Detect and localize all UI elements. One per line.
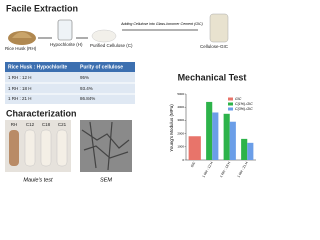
table-cell: 1 RH : 12 H — [8, 75, 32, 80]
x-tick-label: 1 RH : 12 H — [202, 160, 215, 178]
bar — [212, 112, 219, 160]
caption: Maule's test — [23, 177, 53, 183]
step-label: Cellulose-GIC — [200, 44, 229, 49]
tube — [56, 129, 68, 167]
y-tick-label: 4000 — [177, 105, 184, 109]
legend-swatch — [228, 102, 233, 106]
x-tick-label: 1 RH : 18 H — [219, 160, 232, 178]
y-tick-label: 5000 — [177, 92, 184, 96]
table-header-cell: Purity of cellulose — [80, 64, 123, 70]
caption: SEM — [100, 177, 112, 183]
bar — [229, 121, 236, 160]
step-label: Hypochlorite (H) — [50, 42, 83, 47]
rice-husk-image — [12, 32, 32, 38]
y-axis-label: Young's Modulus (MPa) — [169, 104, 174, 152]
cellulose-image — [91, 29, 117, 43]
bar — [206, 101, 213, 160]
graphical-abstract: Facile Extraction Rice Husk (RH) Hypochl… — [5, 3, 256, 183]
tube — [9, 130, 19, 166]
x-tick-label: 1 RH : 21 H — [237, 160, 250, 178]
tube-label: C12 — [26, 122, 35, 127]
table-cell: 93.4% — [80, 86, 93, 91]
y-tick-label: 3000 — [177, 118, 184, 122]
tube — [40, 129, 52, 167]
beaker — [57, 19, 73, 41]
chart: 0 1000 2000 3000 4000 5000 GIC 1 RH : 12 H 1 RH … — [177, 92, 256, 178]
tube-label: C21 — [58, 122, 67, 127]
section-title: Facile Extraction — [6, 3, 78, 13]
section-title: Characterization — [6, 108, 77, 118]
legend-label: GIC — [235, 97, 242, 101]
chart-title: Mechanical Test — [178, 72, 247, 82]
legend-swatch — [228, 97, 233, 101]
tube-label: C18 — [42, 122, 51, 127]
bar — [247, 142, 254, 160]
y-tick-label: 0 — [182, 158, 184, 162]
legend-label: C(1%)-GIC — [235, 102, 253, 106]
bar — [223, 113, 230, 160]
legend-swatch — [228, 107, 233, 111]
gic-jar — [209, 13, 229, 43]
arrow-note: Adding Cellulose into Glass-Ionomer Ceme… — [120, 22, 203, 26]
x-tick-label: GIC — [190, 160, 197, 168]
table-cell: 86.84% — [80, 96, 95, 101]
y-tick-label: 2000 — [177, 131, 184, 135]
table-cell: 95% — [80, 75, 89, 80]
tube-label: RH — [11, 122, 18, 127]
table-body — [5, 72, 135, 104]
sem-image — [80, 120, 132, 172]
sem-texture — [81, 121, 130, 171]
step-label: Rice Husk (RH) — [5, 46, 37, 51]
table-header — [5, 62, 135, 72]
table-cell: 1 RH : 21 H — [8, 96, 32, 101]
legend-label: C(3%)-GIC — [235, 107, 253, 111]
y-tick-label: 1000 — [177, 145, 184, 149]
table-cell: 1 RH : 18 H — [8, 86, 32, 91]
bar — [241, 138, 248, 160]
table-header-cell: Rice Husk : Hypochlorite — [8, 64, 67, 70]
tube — [24, 129, 36, 167]
step-label: Purified Cellulose (C) — [90, 43, 133, 48]
bar — [188, 136, 201, 160]
